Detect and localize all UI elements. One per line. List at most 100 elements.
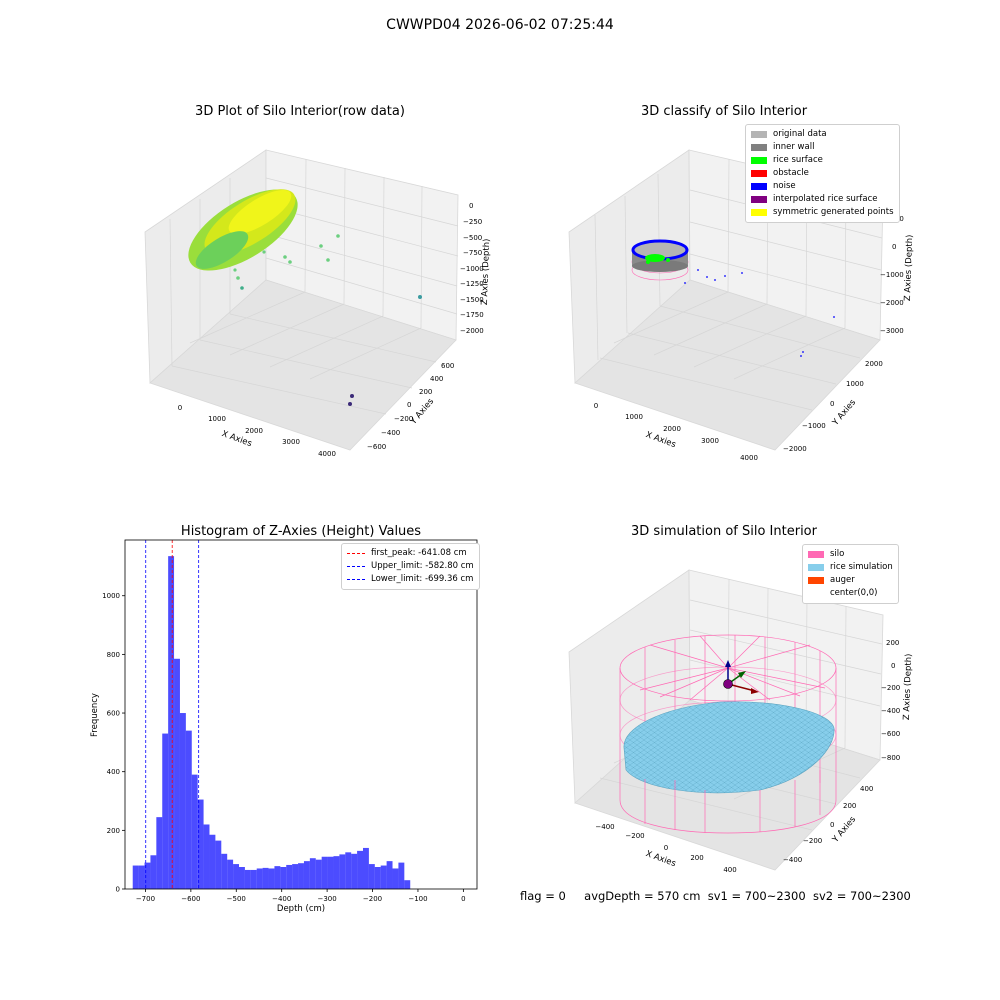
legend-label: center(0,0): [830, 588, 878, 598]
histogram-bar: [209, 834, 216, 889]
histogram-bar: [256, 868, 263, 889]
histogram-bar: [374, 867, 381, 889]
histogram-bar: [292, 864, 299, 889]
histogram-bar: [327, 856, 334, 889]
histogram-bar: [185, 730, 192, 889]
avg-depth: avgDepth = 570 cm: [584, 889, 701, 903]
legend-label: original data: [773, 129, 827, 139]
histogram-bar: [203, 824, 210, 889]
legend-line: [347, 566, 365, 567]
legend-item: rice simulation: [808, 561, 893, 574]
footer-status: flag = 0 avgDepth = 570 cm sv1 = 700~230…: [520, 889, 911, 903]
histogram-bar: [357, 850, 363, 889]
legend-item: noise: [751, 180, 894, 193]
histogram-bar: [298, 863, 304, 889]
legend-item: Lower_limit: -699.36 cm: [347, 573, 474, 586]
histogram-bar: [156, 817, 163, 889]
flag-status: flag = 0: [520, 889, 566, 903]
legend-line: [347, 553, 365, 554]
histogram-bar: [351, 853, 358, 889]
legend-swatch: [808, 551, 824, 558]
histogram-bar: [162, 733, 169, 889]
legend-item: symmetric generated points: [751, 206, 894, 219]
legend-item: center(0,0): [808, 587, 893, 600]
histogram-bar: [333, 856, 340, 889]
legend-label: symmetric generated points: [773, 207, 894, 217]
legend-label: rice surface: [773, 155, 823, 165]
legend-item: auger: [808, 574, 893, 587]
legend-swatch: [808, 577, 824, 584]
histogram-bar: [138, 865, 145, 889]
histogram-title: Histogram of Z-Axies (Height) Values: [180, 524, 422, 539]
simulation-plot-title: 3D simulation of Silo Interior: [631, 524, 817, 539]
raw-plot-title: 3D Plot of Silo Interior(row data): [195, 104, 405, 119]
histogram-y-tick: 400: [107, 768, 120, 776]
histogram-bar: [168, 556, 175, 889]
histogram-bar: [286, 864, 293, 889]
histogram-frame: [124, 539, 478, 890]
legend-swatch: [808, 564, 824, 571]
histogram-bar: [380, 865, 387, 889]
sv2-range: sv2 = 700~2300: [812, 889, 911, 903]
histogram-bar: [303, 861, 310, 889]
legend-label: noise: [773, 181, 796, 191]
legend-item: first_peak: -641.08 cm: [347, 547, 474, 560]
classify-legend: original data inner wall rice surface ob…: [745, 124, 900, 223]
legend-label: Upper_limit: -582.80 cm: [371, 561, 474, 571]
legend-item: obstacle: [751, 167, 894, 180]
histogram-bar: [309, 858, 316, 889]
histogram-bar: [362, 847, 369, 889]
legend-label: Lower_limit: -699.36 cm: [371, 574, 474, 584]
histogram-bar: [392, 868, 399, 889]
legend-item: interpolated rice surface: [751, 193, 894, 206]
histogram-x-tick: −300: [317, 895, 336, 903]
legend-swatch: [751, 131, 767, 138]
histogram-x-tick: −100: [408, 895, 427, 903]
histogram-bar: [179, 713, 186, 889]
histogram-bar: [144, 862, 151, 889]
legend-swatch: [751, 157, 767, 164]
histogram-x-tick: −700: [136, 895, 155, 903]
histogram-x-tick: −600: [181, 895, 200, 903]
histogram-bar: [244, 869, 251, 889]
legend-item: original data: [751, 128, 894, 141]
histogram-bar: [268, 868, 275, 889]
legend-label: auger: [830, 575, 855, 585]
histogram-y-tick: 1000: [102, 592, 120, 600]
sv1-range: sv1 = 700~2300: [707, 889, 806, 903]
histogram-bar: [262, 867, 269, 889]
legend-item: inner wall: [751, 141, 894, 154]
histogram-bar: [274, 866, 281, 889]
histogram-bar: [250, 869, 257, 889]
histogram-bar: [339, 854, 346, 889]
histogram-bar: [233, 864, 240, 889]
histogram-bar: [197, 799, 204, 889]
legend-swatch: [808, 590, 824, 597]
histogram-bar: [315, 859, 322, 889]
histogram-bar: [280, 867, 287, 889]
histogram-bar: [368, 864, 375, 889]
histogram-bar: [215, 840, 222, 889]
histogram-bar: [398, 862, 405, 889]
histogram-bar: [321, 856, 328, 889]
legend-label: rice simulation: [830, 562, 893, 572]
histogram-bar: [345, 852, 352, 889]
simulation-legend: silo rice simulation auger center(0,0): [802, 544, 899, 604]
histogram-bar: [174, 658, 180, 889]
histogram-bar: [132, 865, 139, 889]
legend-swatch: [751, 183, 767, 190]
legend-item: silo: [808, 548, 893, 561]
histogram-x-label: Depth (cm): [277, 904, 325, 914]
legend-label: inner wall: [773, 142, 815, 152]
legend-swatch: [751, 144, 767, 151]
histogram-bar: [150, 855, 157, 889]
legend-item: rice surface: [751, 154, 894, 167]
legend-label: silo: [830, 549, 845, 559]
histogram-y-tick: 0: [116, 886, 120, 894]
histogram-y-label: Frequency: [90, 693, 100, 737]
histogram-bar: [404, 880, 411, 889]
classify-plot-title: 3D classify of Silo Interior: [640, 104, 808, 119]
histogram-legend: first_peak: -641.08 cm Upper_limit: -582…: [341, 543, 480, 590]
histogram-bar: [239, 867, 245, 889]
